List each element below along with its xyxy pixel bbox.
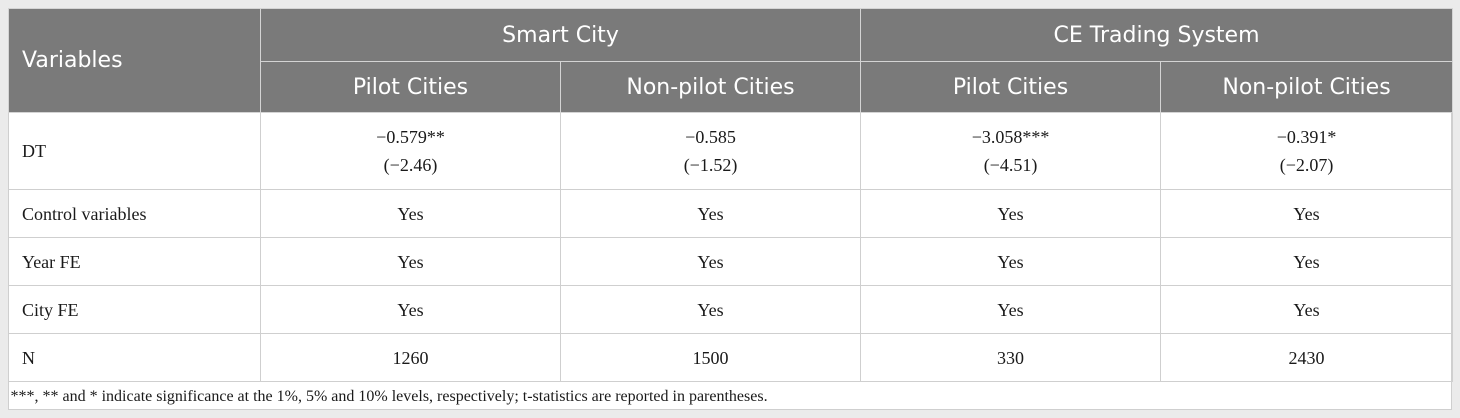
table-row-year-fe: Year FE Yes Yes Yes Yes [8, 237, 1454, 286]
table-cell: Yes [559, 237, 862, 286]
row-label: City FE [8, 285, 261, 334]
table-cell: −3.058*** (−4.51) [860, 112, 1162, 190]
group-header-smart-city: Smart City [259, 8, 862, 62]
table-row-control-variables: Control variables Yes Yes Yes Yes [8, 189, 1454, 238]
table-cell: Yes [1160, 189, 1454, 238]
table-cell: 2430 [1160, 333, 1454, 382]
row-label: Year FE [8, 237, 261, 286]
table-row-dt: DT −0.579** (−2.46) −0.585 (−1.52) −3.05… [8, 112, 1454, 190]
table-cell: −0.579** (−2.46) [260, 112, 561, 190]
subheader-smart-nonpilot: Non-pilot Cities [559, 61, 862, 113]
table-cell: 1260 [260, 333, 561, 382]
t-statistic-value: (−2.07) [1279, 155, 1334, 175]
table-cell: −0.585 (−1.52) [559, 112, 862, 190]
coefficient-value: −0.391* [1276, 127, 1337, 147]
t-statistic-value: (−4.51) [983, 155, 1038, 175]
regression-table: Variables Smart City CE Trading System P… [8, 8, 1454, 411]
table-body: DT −0.579** (−2.46) −0.585 (−1.52) −3.05… [8, 112, 1454, 411]
coefficient-value: −0.585 [685, 127, 736, 147]
subheader-ce-pilot: Pilot Cities [860, 61, 1162, 113]
table-cell: Yes [1160, 237, 1454, 286]
subheader-ce-nonpilot: Non-pilot Cities [1160, 61, 1454, 113]
variables-header: Variables [8, 8, 261, 113]
table-cell: Yes [1160, 285, 1454, 334]
subheader-smart-pilot: Pilot Cities [260, 61, 561, 113]
group-header-ce-trading: CE Trading System [860, 8, 1454, 62]
t-statistic-value: (−2.46) [383, 155, 438, 175]
row-label: Control variables [8, 189, 261, 238]
coefficient-value: −3.058*** [971, 127, 1050, 147]
t-statistic-value: (−1.52) [683, 155, 738, 175]
table-cell: Yes [860, 237, 1162, 286]
table-cell: Yes [559, 285, 862, 334]
table-header: Variables Smart City CE Trading System P… [8, 8, 1454, 113]
row-label: DT [8, 112, 261, 190]
table-cell: Yes [559, 189, 862, 238]
results-table-frame: Variables Smart City CE Trading System P… [8, 8, 1454, 411]
table-cell: Yes [260, 189, 561, 238]
table-cell: 1500 [559, 333, 862, 382]
table-footnote-row: ***, ** and * indicate significance at t… [8, 381, 1453, 411]
table-cell: −0.391* (−2.07) [1160, 112, 1454, 190]
table-row-city-fe: City FE Yes Yes Yes Yes [8, 285, 1454, 334]
table-cell: Yes [260, 237, 561, 286]
row-label: N [8, 333, 261, 382]
table-row-n: N 1260 1500 330 2430 [8, 333, 1454, 382]
table-footnote: ***, ** and * indicate significance at t… [8, 381, 1453, 411]
coefficient-value: −0.579** [376, 127, 445, 147]
table-cell: 330 [860, 333, 1162, 382]
table-cell: Yes [260, 285, 561, 334]
table-cell: Yes [860, 285, 1162, 334]
table-cell: Yes [860, 189, 1162, 238]
